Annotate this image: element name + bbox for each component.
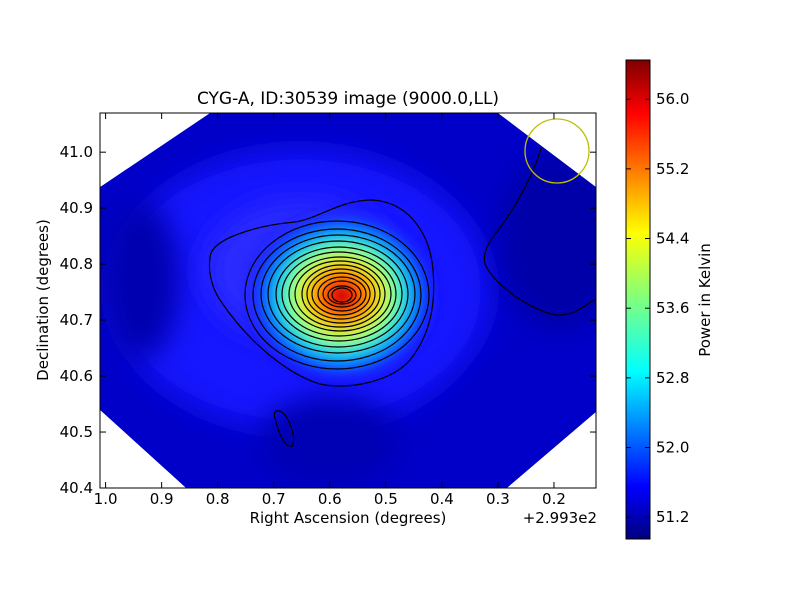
- colorbar-tick-label: 53.6: [656, 299, 689, 317]
- contour-island: [273, 410, 295, 447]
- colorbar-tick-label: 56.0: [656, 90, 689, 108]
- y-tick-label: 40.5: [60, 423, 93, 441]
- colorbar-ticks: 51.2 52.0 52.8 53.6 54.4 55.2 56.0: [626, 90, 689, 526]
- contour-lines: [208, 147, 596, 447]
- colorbar-tick-label: 55.2: [656, 160, 689, 178]
- colorbar-label: Power in Kelvin: [696, 243, 714, 357]
- plot-frame: [99, 112, 597, 489]
- x-axis-ticks: 1.0 0.9 0.8 0.7 0.6 0.5 0.4 0.3 0.2: [94, 113, 566, 508]
- x-axis-label: Right Ascension (degrees): [250, 509, 447, 527]
- y-tick-label: 41.0: [60, 143, 93, 161]
- beam-circle: [524, 118, 590, 184]
- y-tick-label: 40.7: [60, 311, 93, 329]
- y-tick-label: 40.8: [60, 255, 93, 273]
- y-axis-ticks: 40.4 40.5 40.6 40.7 40.8 40.9 41.0: [60, 143, 596, 497]
- y-tick-label: 40.6: [60, 367, 93, 385]
- colorbar: [625, 59, 651, 540]
- colorbar-tick-label: 52.8: [656, 369, 689, 387]
- x-tick-label: 1.0: [94, 490, 118, 508]
- y-axis-label: Declination (degrees): [34, 219, 52, 381]
- x-tick-label: 0.3: [486, 490, 510, 508]
- colorbar-tick-label: 52.0: [656, 439, 689, 457]
- x-tick-label: 0.7: [262, 490, 286, 508]
- colorbar-tick-label: 54.4: [656, 230, 689, 248]
- x-offset-label: +2.993e2: [523, 509, 597, 527]
- y-tick-label: 40.9: [60, 199, 93, 217]
- x-tick-label: 0.9: [150, 490, 174, 508]
- colorbar-tick-label: 51.2: [656, 508, 689, 526]
- heatmap-image: [100, 113, 596, 488]
- x-tick-label: 0.5: [374, 490, 398, 508]
- chart-title: CYG-A, ID:30539 image (9000.0,LL): [197, 89, 499, 109]
- x-tick-label: 0.4: [430, 490, 454, 508]
- x-tick-label: 0.8: [206, 490, 230, 508]
- x-tick-label: 0.6: [318, 490, 342, 508]
- contour-outer: [208, 199, 435, 387]
- y-tick-label: 40.4: [60, 479, 93, 497]
- contour-right: [483, 147, 596, 316]
- x-tick-label: 0.2: [542, 490, 566, 508]
